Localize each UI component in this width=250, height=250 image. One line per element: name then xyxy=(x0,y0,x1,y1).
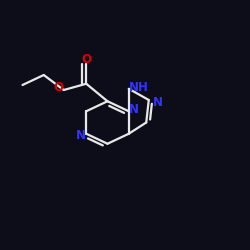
Text: N: N xyxy=(153,96,163,109)
Text: NH: NH xyxy=(129,81,149,94)
Text: O: O xyxy=(81,53,91,66)
Text: N: N xyxy=(129,103,139,116)
Text: N: N xyxy=(76,129,86,142)
Text: O: O xyxy=(54,81,64,94)
